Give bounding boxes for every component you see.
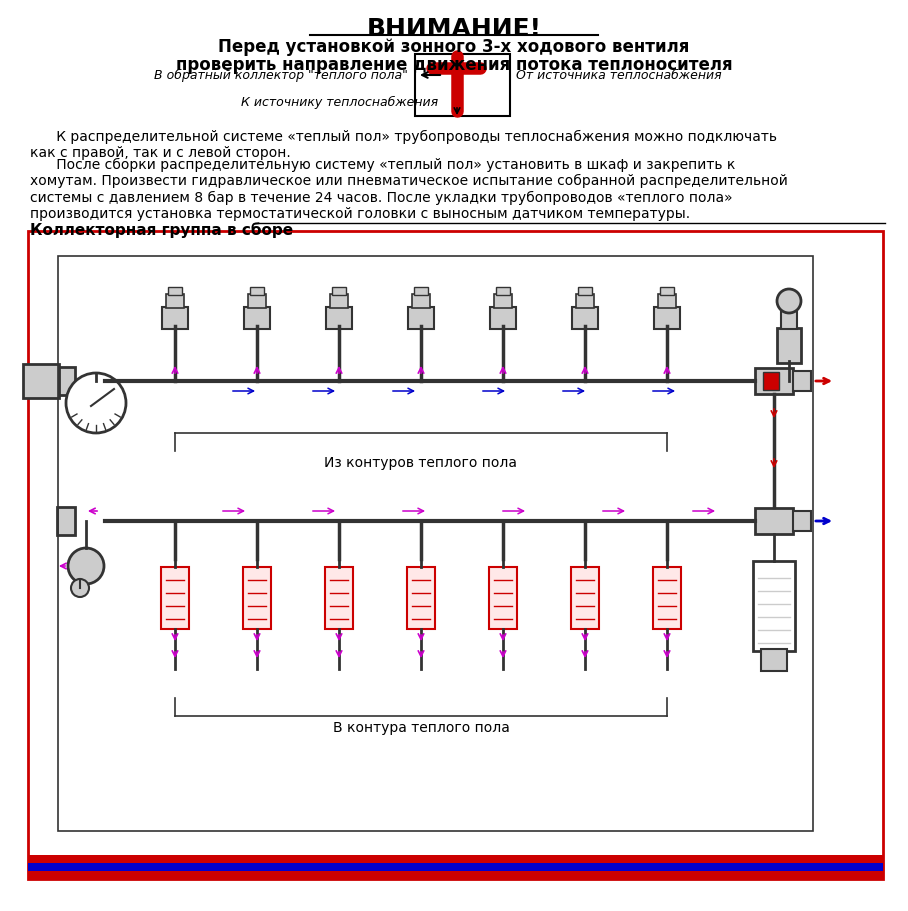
Bar [412,294,430,309]
Bar [407,568,435,630]
Bar [57,507,75,536]
Bar [761,650,787,671]
Bar [496,288,510,296]
Bar [763,373,779,391]
Bar [58,257,813,831]
Text: В контура теплого пола: В контура теплого пола [332,721,509,734]
Bar [660,288,674,296]
Bar [658,294,676,309]
Bar [793,511,811,531]
Bar [326,308,352,330]
Bar [572,308,598,330]
Bar [325,568,353,630]
Text: ВНИМАНИЕ!: ВНИМАНИЕ! [367,17,541,41]
Bar [243,568,271,630]
Bar [653,568,681,630]
Bar [793,372,811,392]
Bar [777,329,801,363]
Bar [755,369,793,394]
Bar [166,294,184,309]
Bar [250,288,264,296]
Bar [490,308,516,330]
Bar [494,294,512,309]
Bar [57,368,75,395]
Text: Из контуров теплого пола: Из контуров теплого пола [324,456,518,469]
Bar [654,308,680,330]
Bar [415,55,510,117]
Text: Перед установкой зонного 3-х ходового вентиля: Перед установкой зонного 3-х ходового ве… [218,38,690,56]
Circle shape [66,374,126,434]
Bar [28,863,883,871]
Bar [414,288,428,296]
Bar [332,288,346,296]
Bar [28,871,883,879]
Bar [489,568,517,630]
Text: К распределительной системе «теплый пол» трубопроводы теплоснабжения можно подкл: К распределительной системе «теплый пол»… [30,130,777,160]
Bar [781,312,797,330]
Bar [248,294,266,309]
Bar [408,308,434,330]
Circle shape [71,579,89,598]
Bar [571,568,599,630]
Circle shape [68,548,104,584]
Bar [161,568,189,630]
Bar [162,308,188,330]
Bar [28,231,883,879]
Bar [755,508,793,535]
Bar [28,855,883,863]
Bar [330,294,348,309]
Text: От источника теплоснабжения: От источника теплоснабжения [516,68,722,81]
Bar [576,294,594,309]
Bar [168,288,182,296]
Text: проверить направление движения потока теплоносителя: проверить направление движения потока те… [175,56,733,74]
Text: Коллекторная группа в сборе: Коллекторная группа в сборе [30,221,293,238]
Text: После сборки распределительную систему «теплый пол» установить в шкаф и закрепит: После сборки распределительную систему «… [30,158,788,220]
Circle shape [777,290,801,313]
Bar [23,364,59,399]
Bar [244,308,270,330]
Text: К источнику теплоснабжения: К источнику теплоснабжения [242,96,439,108]
Bar [578,288,592,296]
Bar [753,561,795,651]
Text: В обратный коллектор "теплого пола": В обратный коллектор "теплого пола" [154,68,408,81]
